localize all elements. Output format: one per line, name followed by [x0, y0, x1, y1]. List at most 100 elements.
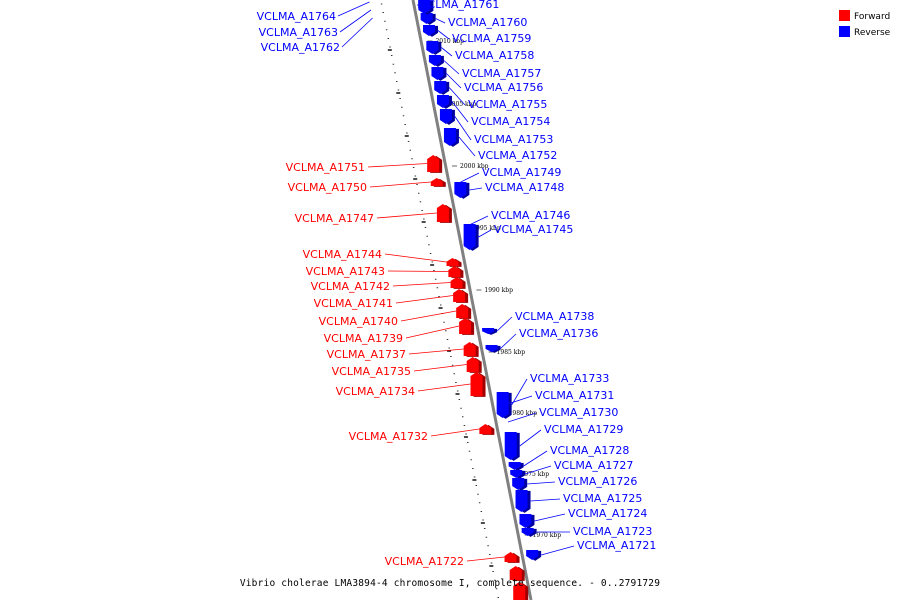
label-leader-line: [392, 282, 451, 287]
gene-label-reverse[interactable]: VCLMA_A1763: [259, 26, 338, 39]
gene-label-forward[interactable]: VCLMA_A1739: [324, 332, 403, 345]
gene-label-reverse[interactable]: VCLMA_A1759: [452, 32, 531, 45]
gene-block-face: [450, 277, 463, 288]
reverse-gene-block: [508, 462, 524, 471]
gene-label-reverse[interactable]: VCLMA_A1753: [474, 133, 553, 146]
gene-label-reverse[interactable]: VCLMA_A1748: [485, 181, 564, 194]
gene-label-reverse[interactable]: VCLMA_A1730: [539, 406, 618, 419]
label-leader-line: [460, 172, 480, 183]
reverse-gene-block: [431, 67, 447, 81]
gene-label-reverse[interactable]: VCLMA_A1761: [420, 0, 499, 11]
forward-gene-block: [427, 155, 443, 173]
gene-label-reverse[interactable]: VCLMA_A1729: [544, 423, 623, 436]
scale-label: 1990 kbp: [484, 287, 513, 294]
gene-label-forward[interactable]: VCLMA_A1737: [327, 348, 406, 361]
reverse-gene-block: [418, 0, 434, 15]
forward-gene-block: [450, 277, 466, 289]
gene-label-reverse[interactable]: VCLMA_A1724: [568, 507, 647, 520]
gene-label-reverse[interactable]: VCLMA_A1726: [558, 475, 637, 488]
gene-label-reverse[interactable]: VCLMA_A1754: [471, 115, 550, 128]
gene-block-face: [431, 67, 444, 80]
gene-label-reverse[interactable]: VCLMA_A1727: [554, 459, 633, 472]
gene-block-face: [459, 318, 472, 334]
gene-label-forward[interactable]: VCLMA_A1741: [314, 297, 393, 310]
label-leader-line: [525, 465, 552, 475]
gene-label-reverse[interactable]: VCLMA_A1725: [563, 492, 642, 505]
gene-label-reverse[interactable]: VCLMA_A1733: [530, 372, 609, 385]
gene-label-reverse[interactable]: VCLMA_A1764: [257, 10, 336, 23]
gene-block-face: [485, 345, 498, 352]
gene-block-face: [526, 550, 539, 560]
gene-label-forward[interactable]: VCLMA_A1751: [286, 161, 365, 174]
reverse-gene-block: [422, 25, 438, 37]
legend-swatch-forward: [839, 10, 850, 21]
reverse-gene-block: [504, 432, 520, 461]
label-leader-line: [416, 4, 434, 7]
label-leader-line: [435, 18, 446, 24]
gene-label-reverse[interactable]: VCLMA_A1721: [577, 539, 656, 552]
forward-gene-block: [446, 258, 462, 267]
gene-block-face: [448, 266, 461, 277]
reverse-gene-block: [439, 109, 455, 125]
gene-block-face: [508, 462, 521, 470]
gene-label-forward[interactable]: VCLMA_A1750: [288, 181, 367, 194]
gene-block-face: [434, 81, 447, 94]
gene-label-reverse[interactable]: VCLMA_A1749: [482, 166, 561, 179]
forward-gene-block: [436, 204, 452, 223]
gene-label-forward[interactable]: VCLMA_A1740: [319, 315, 398, 328]
label-leader-line: [446, 73, 462, 89]
major-ticks: [387, 49, 494, 567]
gene-block-face: [453, 289, 466, 302]
gene-label-forward[interactable]: VCLMA_A1734: [336, 385, 415, 398]
label-leader-line: [534, 513, 566, 522]
gene-label-forward[interactable]: VCLMA_A1744: [303, 248, 382, 261]
gene-label-reverse[interactable]: VCLMA_A1723: [573, 525, 652, 538]
gene-label-reverse[interactable]: VCLMA_A1758: [455, 49, 534, 62]
label-leader-line: [451, 101, 469, 123]
gene-label-reverse[interactable]: VCLMA_A1760: [448, 16, 527, 29]
gene-label-reverse[interactable]: VCLMA_A1745: [494, 223, 573, 236]
gene-block-face: [509, 566, 522, 580]
gene-block-face: [504, 552, 517, 562]
reverse-gene-block: [420, 13, 436, 25]
label-leader-line: [458, 136, 476, 157]
gene-label-reverse[interactable]: VCLMA_A1757: [462, 67, 541, 80]
gene-label-reverse[interactable]: VCLMA_A1731: [535, 389, 614, 402]
reverse-gene-block: [434, 81, 450, 95]
label-leader-line: [339, 9, 372, 33]
gene-block-face: [463, 342, 476, 356]
gene-block-face: [427, 155, 440, 172]
gene-label-reverse[interactable]: VCLMA_A1736: [519, 327, 598, 340]
gene-block-face: [446, 258, 459, 266]
forward-gene-block: [453, 289, 469, 303]
gene-block-face: [479, 424, 492, 434]
label-leader-line: [430, 428, 480, 437]
gene-labels: VCLMA_A1761 VCLMA_A1760 VCLMA_A1759 VCLMA_A…: [257, 0, 657, 568]
label-leader-line: [541, 545, 575, 556]
gene-label-forward[interactable]: VCLMA_A1742: [311, 280, 390, 293]
label-leader-line: [454, 116, 472, 141]
scale-label: 2010 kbp: [435, 38, 464, 45]
scale-label: 2005 kbp: [448, 101, 477, 108]
gene-label-forward[interactable]: VCLMA_A1722: [385, 555, 464, 568]
reverse-gene-block: [512, 478, 528, 491]
gene-label-reverse[interactable]: VCLMA_A1752: [478, 149, 557, 162]
gene-block-face: [422, 25, 435, 36]
reverse-gene-block: [454, 182, 470, 199]
gene-label-reverse[interactable]: VCLMA_A1746: [491, 209, 570, 222]
gene-block-face: [463, 224, 476, 250]
gene-block-face: [482, 328, 495, 334]
gene-label-reverse[interactable]: VCLMA_A1738: [515, 310, 594, 323]
gene-label-reverse[interactable]: VCLMA_A1762: [261, 41, 340, 54]
gene-label-forward[interactable]: VCLMA_A1747: [295, 212, 374, 225]
gene-label-reverse[interactable]: VCLMA_A1756: [464, 81, 543, 94]
reverse-gene-block: [443, 128, 459, 147]
gene-block-face: [439, 109, 452, 124]
gene-label-forward[interactable]: VCLMA_A1743: [306, 265, 385, 278]
gene-label-reverse[interactable]: VCLMA_A1728: [550, 444, 629, 457]
gene-label-forward[interactable]: VCLMA_A1735: [332, 365, 411, 378]
gene-label-reverse[interactable]: VCLMA_A1755: [468, 98, 547, 111]
gene-label-forward[interactable]: VCLMA_A1732: [349, 430, 428, 443]
gene-block-face: [420, 13, 433, 24]
